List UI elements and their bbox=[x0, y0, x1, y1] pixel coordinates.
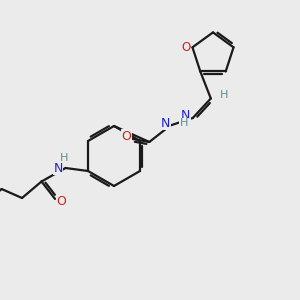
Text: H: H bbox=[220, 91, 229, 100]
Text: N: N bbox=[161, 117, 170, 130]
Text: O: O bbox=[121, 130, 131, 143]
Text: N: N bbox=[53, 161, 63, 175]
Text: O: O bbox=[57, 195, 67, 208]
Text: H: H bbox=[60, 153, 68, 164]
Text: N: N bbox=[181, 109, 190, 122]
Text: H: H bbox=[180, 118, 188, 128]
Text: O: O bbox=[181, 41, 190, 54]
